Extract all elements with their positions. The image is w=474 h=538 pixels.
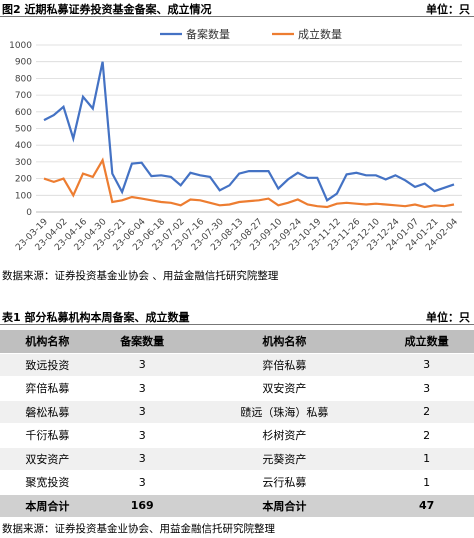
series-line <box>43 61 455 202</box>
y-tick-label: 400 <box>15 141 32 151</box>
table-header: 表1 部分私募机构本周备案、成立数量 单位：只 <box>0 308 474 325</box>
table-cell: 3 <box>379 376 474 401</box>
table-title: 表1 部分私募机构本周备案、成立数量 <box>2 311 190 324</box>
series-line <box>43 157 455 209</box>
table-source: 数据来源：证券投资基金业协会、用益金融信托研究院整理 <box>2 523 275 535</box>
table-cell: 3 <box>94 423 190 448</box>
table-cell: 1 <box>379 470 474 495</box>
table-row: 千衍私募 3 杉树资产 2 <box>0 423 474 448</box>
table-cell: 杉树资产 <box>189 423 380 448</box>
table-total-row: 本周合计 169 本周合计 47 <box>0 494 474 518</box>
table-cell: 3 <box>94 400 190 424</box>
table-cell: 3 <box>94 353 190 377</box>
total-cell: 本周合计 <box>189 494 380 518</box>
total-cell: 本周合计 <box>0 494 95 518</box>
column-header: 备案数量 <box>94 330 190 354</box>
table-cell: 弈倍私募 <box>0 376 95 401</box>
legend-label: 成立数量 <box>298 27 342 41</box>
total-cell: 169 <box>94 494 190 518</box>
figure-title: 图2 近期私募证券投资基金备案、成立情况 <box>2 3 212 16</box>
table-cell: 3 <box>94 447 190 471</box>
table-cell: 致远投资 <box>0 353 95 377</box>
table-unit: 单位：只 <box>426 311 470 324</box>
table-cell: 3 <box>94 470 190 495</box>
y-tick-label: 1000 <box>9 41 32 51</box>
y-tick-label: 100 <box>15 191 32 201</box>
table-cell: 云行私募 <box>189 470 380 495</box>
chart-source: 数据来源：证券投资基金业协会 、用益金融信托研究院整理 <box>2 270 279 282</box>
table-cell: 弈倍私募 <box>189 353 380 377</box>
column-header: 成立数量 <box>379 330 474 354</box>
legend-label: 备案数量 <box>186 27 230 41</box>
column-header: 机构名称 <box>189 330 380 354</box>
table-cell: 2 <box>379 400 474 424</box>
y-tick-label: 500 <box>15 125 32 135</box>
table-cell: 1 <box>379 447 474 471</box>
total-cell: 47 <box>379 494 474 518</box>
table-header-row: 机构名称 备案数量 机构名称 成立数量 <box>0 330 474 354</box>
table-cell: 3 <box>94 376 190 401</box>
table-row: 弈倍私募 3 双安资产 3 <box>0 376 474 401</box>
table-cell: 赜远（珠海）私募 <box>189 400 380 424</box>
table-cell: 双安资产 <box>189 376 380 401</box>
table-row: 聚宽投资 3 云行私募 1 <box>0 470 474 495</box>
table-cell: 聚宽投资 <box>0 470 95 495</box>
y-tick-label: 0 <box>26 208 32 218</box>
table-cell: 3 <box>379 353 474 377</box>
figure-unit: 单位：只 <box>426 3 470 16</box>
column-header: 机构名称 <box>0 330 95 354</box>
table-cell: 2 <box>379 423 474 448</box>
y-tick-label: 600 <box>15 108 32 118</box>
table-cell: 元葵资产 <box>189 447 380 471</box>
y-tick-label: 300 <box>15 158 32 168</box>
table-cell: 磐松私募 <box>0 400 95 424</box>
y-tick-label: 200 <box>15 175 32 185</box>
table-row: 磐松私募 3 赜远（珠海）私募 2 <box>0 400 474 424</box>
table-row: 双安资产 3 元葵资产 1 <box>0 447 474 471</box>
table-cell: 双安资产 <box>0 447 95 471</box>
y-tick-label: 800 <box>15 74 32 84</box>
figure-header: 图2 近期私募证券投资基金备案、成立情况 单位：只 <box>0 0 474 17</box>
y-tick-label: 900 <box>15 58 32 68</box>
y-tick-label: 700 <box>15 91 32 101</box>
table-row: 致远投资 3 弈倍私募 3 <box>0 353 474 377</box>
table-cell: 千衍私募 <box>0 423 95 448</box>
table: 机构名称 备案数量 机构名称 成立数量 致远投资 3 弈倍私募 3 弈倍私募 3 双安资产 3 磐松私募… <box>0 330 474 518</box>
chart: 0100200300400500600700800900100023-03-19… <box>9 27 462 253</box>
